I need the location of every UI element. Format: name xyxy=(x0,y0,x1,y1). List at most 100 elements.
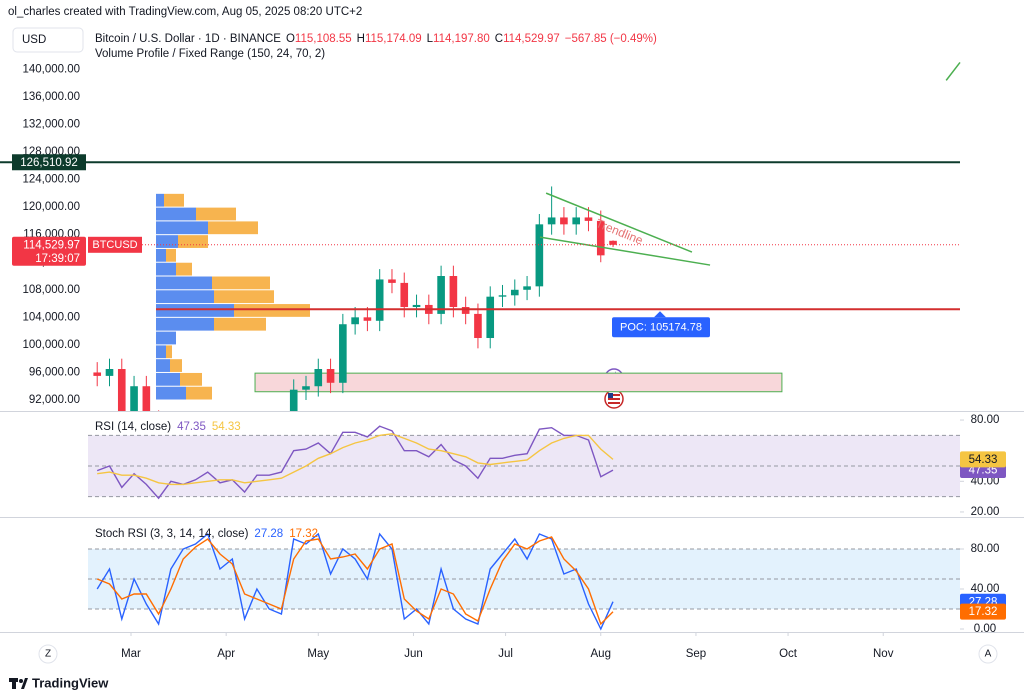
volume-up xyxy=(156,262,176,276)
candle-body xyxy=(117,369,126,411)
trendline xyxy=(539,236,711,266)
x-tick-label: May xyxy=(307,648,329,660)
ohlc-key: C xyxy=(495,33,503,45)
candle-body xyxy=(93,372,102,376)
scale-button[interactable] xyxy=(38,644,58,664)
volume-down xyxy=(208,221,258,235)
last-price-box xyxy=(12,236,86,266)
price-zone xyxy=(254,372,783,393)
candle-body xyxy=(609,240,617,245)
y-tick-label: 80.00 xyxy=(971,414,1000,426)
legend: Stoch RSI (3, 3, 14, 14, close) 27.28 17.3… xyxy=(95,528,318,540)
candle-body xyxy=(351,317,359,325)
y-tick-label: 104,000.00 xyxy=(22,311,80,323)
volume-up xyxy=(156,276,212,290)
candle-body xyxy=(474,313,482,339)
x-tick-label: Jun xyxy=(404,648,423,660)
symbol-box xyxy=(88,236,142,253)
poc-label: POC: 105174.78 xyxy=(620,322,702,334)
legend-value: 47.35 xyxy=(177,421,206,433)
volume-up xyxy=(156,317,214,331)
last-value-label: 54.33 xyxy=(969,454,998,466)
symbol-label: BTCUSD xyxy=(92,239,137,251)
candle-body xyxy=(412,304,421,308)
volume-up xyxy=(156,386,186,400)
volume-up xyxy=(156,359,170,372)
volume-up xyxy=(156,207,196,221)
candle-body xyxy=(326,369,335,383)
y-tick-label: 120,000.00 xyxy=(22,201,80,213)
countdown: 17:39:07 xyxy=(35,253,80,265)
candle-body xyxy=(289,389,298,411)
candle-body xyxy=(461,307,470,314)
chart-title: Bitcoin / U.S. Dollar · 1D · BINANCE xyxy=(95,33,281,45)
level-box xyxy=(12,154,86,171)
candle-body xyxy=(314,369,323,387)
volume-down xyxy=(164,193,184,207)
x-tick-label: Sep xyxy=(686,648,706,660)
ohlc-value: 115,174.09 xyxy=(365,33,422,45)
last-value-box xyxy=(960,451,1006,468)
volume-up xyxy=(156,235,178,248)
last-price-label: 114,529.97 xyxy=(23,239,80,251)
attribution: ol_charles created with TradingView.com,… xyxy=(8,6,362,18)
volume-up xyxy=(156,248,166,262)
y-tick-label: 80.00 xyxy=(971,543,1000,555)
series-line xyxy=(96,536,614,626)
scale-label: Z xyxy=(45,649,51,660)
last-value-label: 47.35 xyxy=(969,465,998,477)
volume-down xyxy=(234,304,310,317)
volume-up xyxy=(156,304,234,317)
candle-body xyxy=(339,324,347,383)
last-value-box xyxy=(960,603,1006,620)
scale-label: A xyxy=(985,649,992,660)
volume-up xyxy=(156,372,180,386)
poc-label-box xyxy=(612,317,710,338)
y-tick-label: 0.00 xyxy=(974,623,996,635)
volume-down xyxy=(186,386,212,400)
legend: Bitcoin / U.S. Dollar · 1D · BINANCE O115… xyxy=(95,33,657,45)
volume-down xyxy=(214,317,266,331)
ohlc-value: 115,108.55 xyxy=(295,33,352,45)
indicator-title: Volume Profile / Fixed Range (150, 24, 7… xyxy=(95,48,325,60)
candle-body xyxy=(375,279,384,321)
x-tick-label: Aug xyxy=(591,648,611,660)
x-tick-label: Oct xyxy=(779,648,798,660)
y-tick-label: 132,000.00 xyxy=(22,118,80,130)
currency-button[interactable] xyxy=(12,27,84,53)
volume-down xyxy=(166,345,172,359)
volume-up xyxy=(156,345,166,359)
candle-body xyxy=(510,289,519,296)
legend: RSI (14, close) 47.35 54.33 xyxy=(95,421,241,433)
volume-down xyxy=(196,207,236,221)
scale-button[interactable] xyxy=(978,644,998,664)
series-line xyxy=(96,532,614,631)
candle-body xyxy=(142,386,151,411)
brand-logo xyxy=(9,678,28,689)
candle-body xyxy=(302,386,310,390)
candle-body xyxy=(105,369,114,376)
x-tick-label: Jul xyxy=(498,648,513,660)
candle-body xyxy=(498,295,507,297)
y-tick-label: 96,000.00 xyxy=(29,366,80,378)
y-tick-label: 108,000.00 xyxy=(22,284,80,296)
volume-down xyxy=(176,262,192,276)
volume-up xyxy=(156,331,176,345)
currency-label: USD xyxy=(22,34,46,46)
legend-value: 27.28 xyxy=(254,528,283,540)
volume-down xyxy=(178,235,208,248)
ohlc-key: O xyxy=(286,33,295,45)
indicator-plot xyxy=(88,532,960,631)
y-tick-label: 40.00 xyxy=(971,583,1000,595)
volume-down xyxy=(214,290,274,304)
candle-body xyxy=(130,386,138,411)
y-tick-label: 140,000.00 xyxy=(22,63,80,75)
candle-body xyxy=(547,217,556,225)
x-tick-label: Mar xyxy=(121,648,141,660)
candle-body xyxy=(437,276,445,314)
y-tick-label: 136,000.00 xyxy=(22,91,80,103)
trendline xyxy=(545,192,693,253)
volume-up xyxy=(156,290,214,304)
volume-down xyxy=(180,372,202,386)
